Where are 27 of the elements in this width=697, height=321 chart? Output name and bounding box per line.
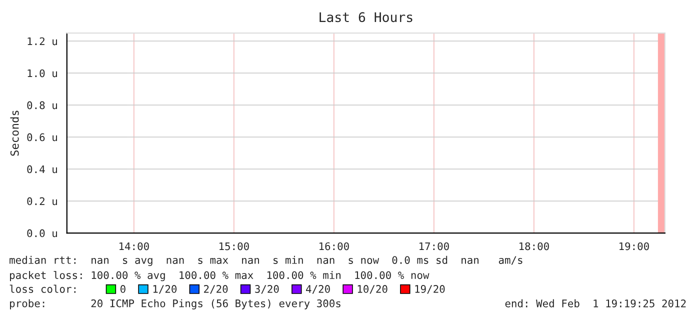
text: packet loss: 100.00 % avg 100.00 % max 100.00 % min 100.00 % now [10, 270, 430, 282]
y-axis-title: Seconds [10, 110, 19, 156]
chart-title: Last 6 Hours [320, 12, 412, 22]
legend-label: 0 [120, 285, 126, 293]
y-tick-label: 0.2 u [27, 197, 57, 206]
y-tick-label: 1.2 u [28, 37, 57, 46]
y-tick-label: 0.0 u [27, 229, 57, 238]
legend-title: loss color: [10, 284, 76, 293]
legend-label: 3/20 [255, 285, 279, 294]
x-tick-label: 15:00 [219, 242, 249, 250]
y-tick-label: 0.8 u [27, 101, 57, 110]
y-tick-label: 0.6 u [27, 133, 57, 142]
x-tick-label: 14:00 [119, 242, 149, 250]
y-tick-label: 0.4 u [27, 165, 57, 174]
x-tick-label: 18:00 [520, 242, 549, 250]
x-tick-label: 19:00 [620, 242, 649, 250]
text: probe: 20 ICMP Echo Pings (56 Bytes) every 300s [10, 299, 340, 310]
legend-label: 4/20 [306, 285, 330, 294]
y-tick-label: 1.0 u [28, 69, 57, 78]
x-tick-label: 16:00 [319, 242, 349, 250]
text: median rtt: nan s avg nan s max nan s min nan s now 0.0 ms sd nan am/s [10, 256, 522, 266]
legend-label: 1/20 [153, 285, 177, 294]
legend-label: 2/20 [204, 285, 228, 294]
legend-label: 10/20 [358, 285, 388, 294]
text: end: Wed Feb 1 19:19:25 2012 [505, 299, 686, 308]
x-tick-label: 17:00 [420, 242, 449, 250]
legend-label: 19/20 [415, 285, 445, 294]
